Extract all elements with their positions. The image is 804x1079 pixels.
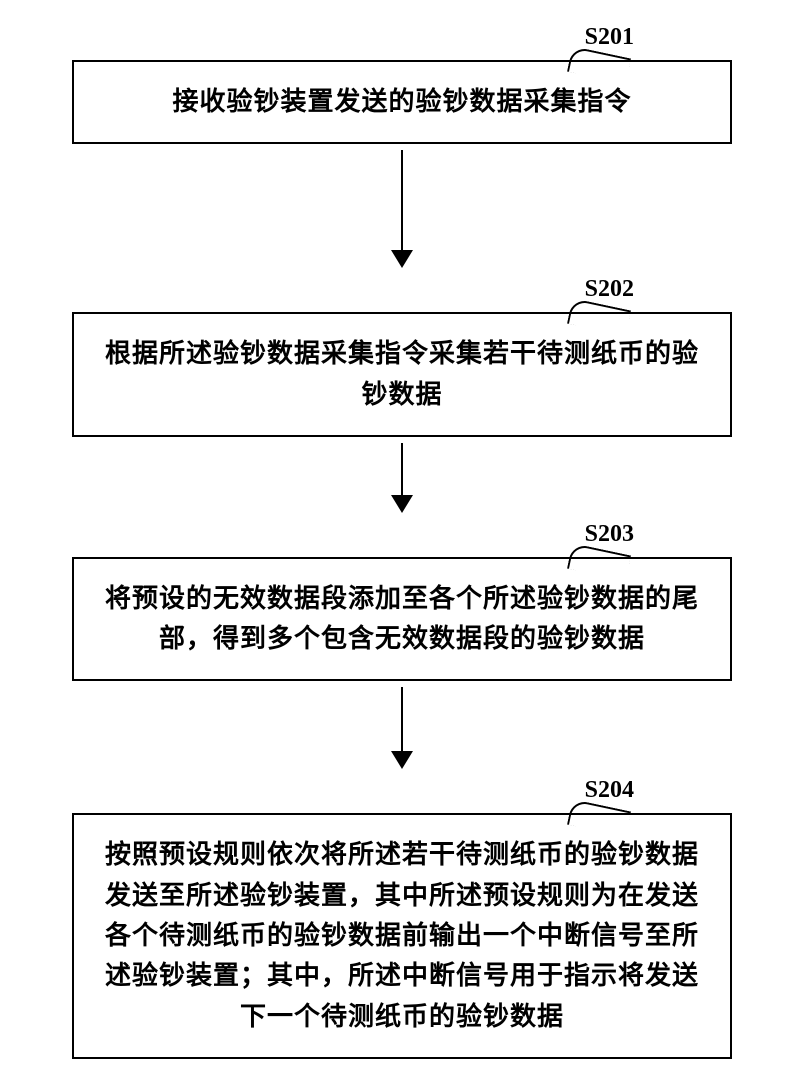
arrow [391,687,413,769]
step-s202: S202 根据所述验钞数据采集指令采集若干待测纸币的验钞数据 [20,312,784,437]
step-s201: S201 接收验钞装置发送的验钞数据采集指令 [20,60,784,144]
arrow-line [401,150,404,250]
step-label: S203 [585,521,634,548]
arrow-head [391,751,413,769]
step-label: S204 [585,777,634,804]
flowchart-container: S201 接收验钞装置发送的验钞数据采集指令 S202 根据所述验钞数据采集指令… [20,20,784,1059]
step-s204: S204 按照预设规则依次将所述若干待测纸币的验钞数据发送至所述验钞装置，其中所… [20,813,784,1058]
step-text: 按照预设规则依次将所述若干待测纸币的验钞数据发送至所述验钞装置，其中所述预设规则… [105,840,699,1030]
step-box: 接收验钞装置发送的验钞数据采集指令 [72,60,732,144]
arrow [391,150,413,268]
arrow-line [401,443,404,495]
arrow-head [391,250,413,268]
step-s203: S203 将预设的无效数据段添加至各个所述验钞数据的尾部，得到多个包含无效数据段… [20,557,784,682]
step-label: S201 [585,24,634,51]
step-box: 将预设的无效数据段添加至各个所述验钞数据的尾部，得到多个包含无效数据段的验钞数据 [72,557,732,682]
step-box: 根据所述验钞数据采集指令采集若干待测纸币的验钞数据 [72,312,732,437]
arrow [391,443,413,513]
arrow-line [401,687,404,751]
step-label: S202 [585,276,634,303]
step-text: 接收验钞装置发送的验钞数据采集指令 [172,87,631,116]
step-text: 根据所述验钞数据采集指令采集若干待测纸币的验钞数据 [105,339,699,408]
step-text: 将预设的无效数据段添加至各个所述验钞数据的尾部，得到多个包含无效数据段的验钞数据 [105,584,699,653]
arrow-head [391,495,413,513]
step-box: 按照预设规则依次将所述若干待测纸币的验钞数据发送至所述验钞装置，其中所述预设规则… [72,813,732,1058]
